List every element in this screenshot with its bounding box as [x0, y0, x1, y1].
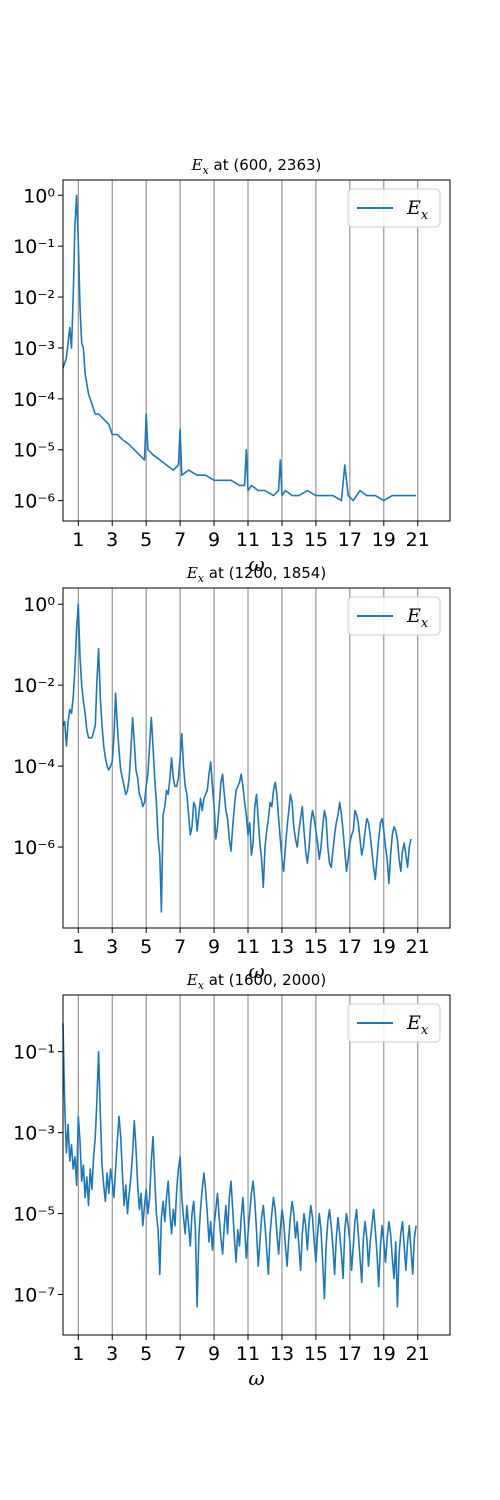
x-tick-label: 13: [270, 529, 294, 551]
legend-box: [347, 596, 441, 636]
x-tick-label: 11: [236, 529, 260, 551]
x-tick-label: 7: [174, 936, 186, 958]
x-tick-label: 15: [304, 529, 328, 551]
x-tick-label: 3: [106, 529, 118, 551]
x-tick-label: 9: [208, 529, 220, 551]
x-tick-label: 3: [106, 1343, 118, 1365]
chart-title: Ex at (1600, 2000): [186, 971, 326, 992]
x-tick-label: 21: [406, 936, 430, 958]
x-axis-label: ω: [248, 1366, 264, 1390]
x-tick-label: 19: [372, 1343, 396, 1365]
x-tick-label: 7: [174, 1343, 186, 1365]
chart-title: Ex at (600, 2363): [191, 156, 322, 177]
y-tick-label: 10⁰: [23, 594, 55, 616]
x-tick-label: 21: [406, 1343, 430, 1365]
plot-frame: [62, 994, 451, 1336]
y-tick-label: 10⁰: [23, 185, 55, 207]
x-tick-label: 19: [372, 936, 396, 958]
x-tick-label: 9: [208, 936, 220, 958]
series-line: [62, 603, 412, 913]
y-tick-label: 10⁻³: [13, 338, 55, 360]
x-tick-label: 13: [270, 936, 294, 958]
chart-panel-1: 1 3 5 7 9 11 13 15 17 19 2110⁻⁶10⁻⁵10⁻⁴10⁻³10⁻²10⁻…: [13, 156, 451, 576]
legend-box: [347, 188, 441, 228]
y-tick-label: 10⁻¹: [13, 1042, 55, 1064]
x-tick-label: 13: [270, 1343, 294, 1365]
x-axis-label: ω: [248, 959, 264, 983]
chart-title: Ex at (1200, 1854): [186, 564, 326, 585]
legend-label: Ex: [406, 1012, 429, 1038]
series-line: [62, 1023, 417, 1308]
x-tick-label: 15: [304, 936, 328, 958]
x-axis-label: ω: [248, 552, 264, 576]
x-tick-label: 1: [72, 1343, 84, 1365]
x-tick-label: 9: [208, 1343, 220, 1365]
y-tick-label: 10⁻²: [13, 287, 55, 309]
x-tick-label: 19: [372, 529, 396, 551]
y-tick-label: 10⁻⁵: [13, 440, 55, 462]
legend-label: Ex: [406, 605, 429, 631]
legend-box: [347, 1003, 441, 1043]
x-tick-label: 1: [72, 529, 84, 551]
x-tick-label: 5: [140, 529, 152, 551]
series-line: [62, 194, 417, 502]
x-tick-label: 3: [106, 936, 118, 958]
x-tick-label: 21: [406, 529, 430, 551]
y-tick-label: 10⁻²: [13, 675, 55, 697]
y-tick-label: 10⁻³: [13, 1123, 55, 1145]
x-tick-label: 11: [236, 936, 260, 958]
x-tick-label: 5: [140, 936, 152, 958]
legend-label: Ex: [406, 197, 429, 223]
x-tick-label: 17: [338, 529, 362, 551]
y-tick-label: 10⁻⁶: [13, 491, 55, 513]
plot-frame: [62, 587, 451, 929]
y-tick-label: 10⁻⁴: [13, 756, 55, 778]
x-tick-label: 7: [174, 529, 186, 551]
y-tick-label: 10⁻¹: [13, 236, 55, 258]
plot-frame: [62, 179, 451, 522]
x-tick-label: 11: [236, 1343, 260, 1365]
y-tick-label: 10⁻⁵: [13, 1204, 55, 1226]
x-tick-label: 17: [338, 1343, 362, 1365]
x-tick-label: 15: [304, 1343, 328, 1365]
y-tick-label: 10⁻⁶: [13, 837, 55, 859]
y-tick-label: 10⁻⁷: [13, 1285, 55, 1307]
x-tick-label: 1: [72, 936, 84, 958]
y-tick-label: 10⁻⁴: [13, 389, 55, 411]
x-tick-label: 17: [338, 936, 362, 958]
x-tick-label: 5: [140, 1343, 152, 1365]
